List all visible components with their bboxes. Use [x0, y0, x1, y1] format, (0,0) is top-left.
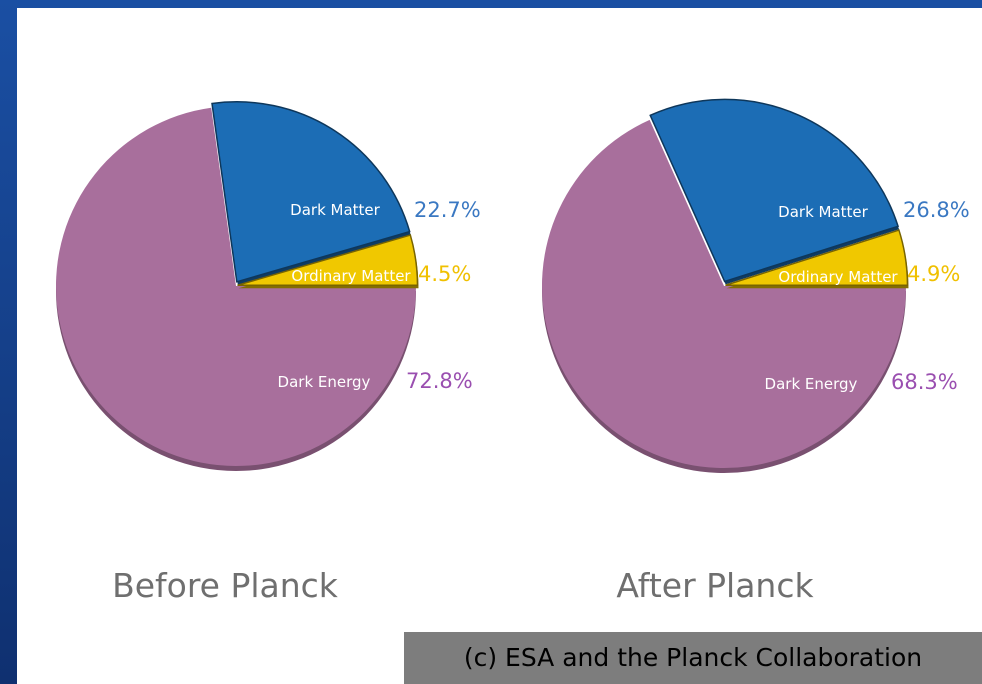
pie-after-planck: Dark Energy 68.3% Dark Matter 26.8% Ordinary… [542, 98, 970, 605]
percent-label-dark-energy: 72.8% [406, 369, 473, 393]
slice-label-dark-energy: Dark Energy [278, 373, 371, 391]
slice-dark-energy [56, 107, 416, 467]
percent-label-dark-matter: 26.8% [903, 198, 970, 222]
pie-before-planck: Dark Energy 72.8% Dark Matter 22.7% Ordinary… [56, 101, 481, 605]
slice-dark-matter [649, 98, 900, 283]
slice-dark-energy [542, 119, 906, 469]
slice-ordinary-matter [237, 234, 419, 287]
slice-label-ordinary-matter: Ordinary Matter [291, 267, 411, 285]
slice-label-dark-energy: Dark Energy [765, 375, 858, 393]
percent-label-dark-matter: 22.7% [414, 198, 481, 222]
slice-label-dark-matter: Dark Matter [290, 201, 380, 219]
percent-label-dark-energy: 68.3% [891, 370, 958, 394]
slice-label-dark-matter: Dark Matter [778, 203, 868, 221]
percent-label-ordinary-matter: 4.9% [907, 262, 960, 286]
credit-caption: (c) ESA and the Planck Collaboration [404, 632, 982, 684]
chart-title: Before Planck [112, 566, 339, 605]
chart-title: After Planck [616, 566, 814, 605]
slice-ordinary-matter [725, 229, 909, 286]
slice-label-ordinary-matter: Ordinary Matter [778, 268, 898, 286]
percent-label-ordinary-matter: 4.5% [418, 262, 471, 286]
slice-dark-matter [211, 101, 411, 283]
